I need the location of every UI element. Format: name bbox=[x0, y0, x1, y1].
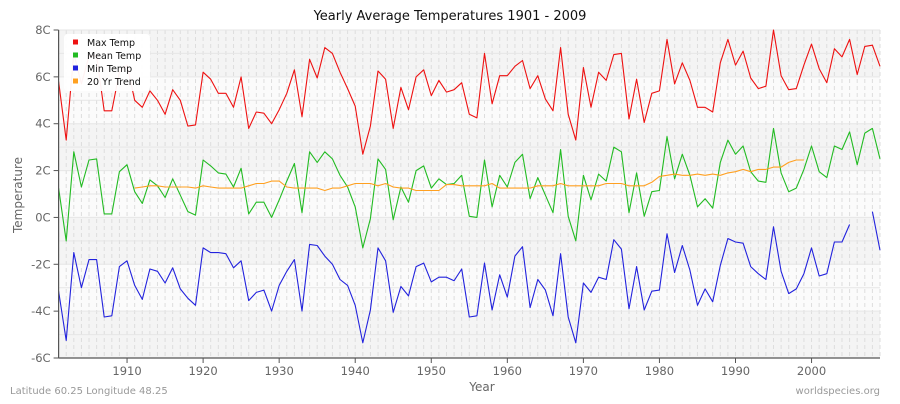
series-line-mean-temp bbox=[58, 127, 881, 249]
axes: 8C 6C 4C 2C 0C -2C -4C -6C 1910 1920 1930 1940 1950 1… bbox=[31, 23, 880, 378]
y-tick-label: -4C bbox=[31, 304, 51, 318]
y-tick-label: 6C bbox=[35, 70, 50, 84]
series-line-max-temp bbox=[58, 29, 881, 155]
source-caption: worldspecies.org bbox=[796, 386, 880, 397]
x-tick-label: 1960 bbox=[493, 364, 522, 378]
y-tick-label: -6C bbox=[31, 351, 51, 365]
legend-swatch-icon bbox=[73, 39, 78, 45]
gridlines bbox=[58, 29, 881, 359]
x-tick-label: 1970 bbox=[569, 364, 598, 378]
legend-label: Min Temp bbox=[87, 64, 132, 75]
x-tick-label: 1990 bbox=[721, 364, 750, 378]
x-tick-label: 1920 bbox=[188, 364, 217, 378]
y-tick-label: 2C bbox=[35, 164, 50, 178]
y-tick-label: 0C bbox=[35, 210, 50, 224]
legend: Max Temp Mean Temp Min Temp 20 Yr Trend bbox=[64, 34, 150, 91]
y-tick-label: 4C bbox=[35, 117, 50, 131]
y-tick-label: -2C bbox=[31, 257, 51, 271]
legend-label: Mean Temp bbox=[87, 51, 141, 62]
legend-label: 20 Yr Trend bbox=[87, 77, 141, 88]
y-tick-label: 8C bbox=[35, 23, 50, 37]
x-tick-label: 1980 bbox=[645, 364, 674, 378]
legend-swatch-icon bbox=[73, 52, 78, 58]
series-line-min-temp bbox=[58, 224, 851, 344]
series-lines bbox=[58, 29, 881, 344]
x-tick-label: 1950 bbox=[417, 364, 446, 378]
y-axis-label: Temperature bbox=[11, 157, 25, 234]
location-caption: Latitude 60.25 Longitude 48.25 bbox=[10, 386, 168, 397]
x-tick-label: 1940 bbox=[341, 364, 370, 378]
legend-box bbox=[64, 34, 150, 91]
legend-swatch-icon bbox=[73, 65, 78, 71]
series-line-min-temp bbox=[871, 211, 881, 251]
legend-label: Max Temp bbox=[87, 38, 135, 49]
x-tick-label: 1930 bbox=[265, 364, 294, 378]
x-axis-label: Year bbox=[468, 380, 494, 394]
x-tick-label: 2000 bbox=[797, 364, 826, 378]
series-line-20-yr-trend bbox=[134, 159, 804, 192]
legend-swatch-icon bbox=[73, 78, 78, 84]
x-tick-label: 1910 bbox=[112, 364, 141, 378]
chart-title: Yearly Average Temperatures 1901 - 2009 bbox=[313, 9, 587, 24]
